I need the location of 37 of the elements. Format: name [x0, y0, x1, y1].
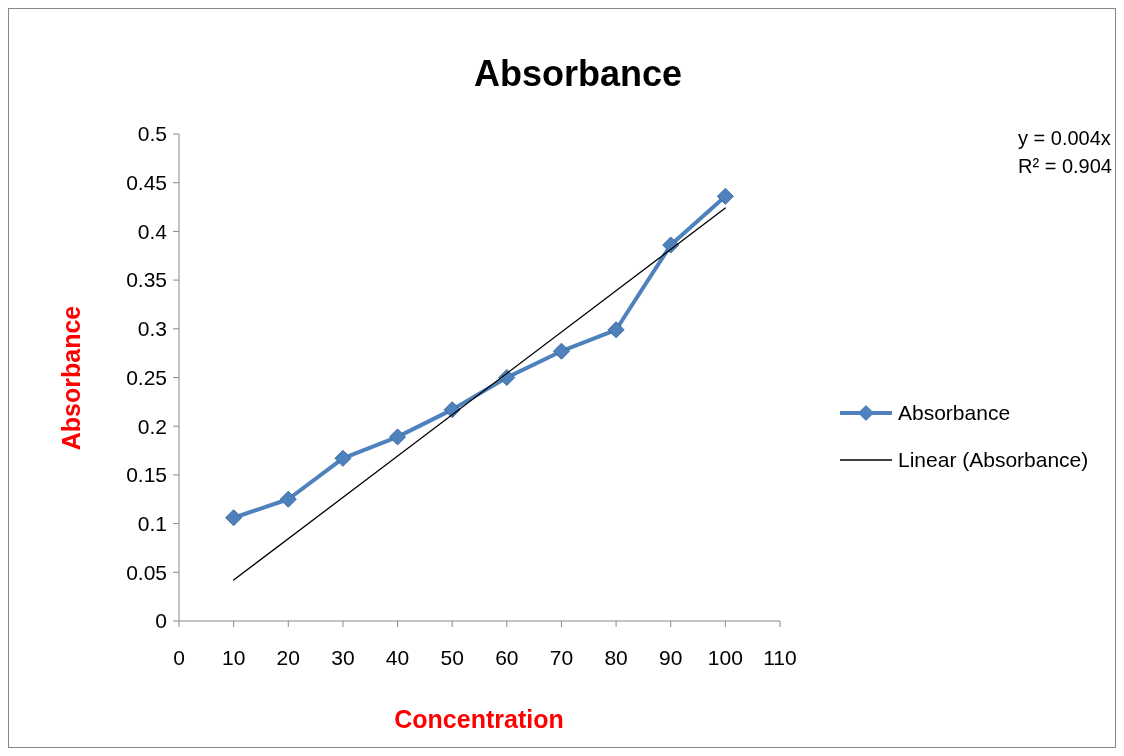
y-tick-label: 0.35 [126, 268, 167, 292]
y-tick-label: 0.5 [137, 122, 167, 146]
x-tick-label: 70 [549, 646, 574, 669]
legend-label: Linear (Absorbance) [898, 448, 1089, 472]
point [607, 321, 625, 339]
y-tick-label: 0.05 [126, 560, 167, 584]
x-tick-label: 10 [221, 646, 246, 669]
point [225, 509, 243, 527]
y-axis-title: Absorbance [57, 305, 85, 451]
point [389, 428, 407, 446]
x-tick-label: 60 [495, 646, 519, 669]
y-tick-label: 0.15 [126, 463, 167, 487]
x-axis-title: Concentration [394, 705, 564, 733]
y-tick-label: 0 [155, 609, 167, 633]
x-tick-label: 80 [604, 646, 628, 669]
chart-title: Absorbance [473, 53, 683, 94]
y-tick-label: 0.45 [126, 171, 167, 195]
text: y = 0.004x [1018, 127, 1111, 149]
x-tick-label: 100 [707, 646, 743, 669]
point [716, 187, 734, 205]
y-tick-label: 0.25 [126, 365, 167, 389]
x-tick-label: 90 [659, 646, 683, 669]
x-tick-label: 0 [173, 646, 185, 669]
text: R² = 0.904 [1018, 155, 1112, 177]
x-tick-label: 20 [276, 646, 300, 669]
x-tick-label: 50 [440, 646, 464, 669]
y-tick-label: 0.1 [137, 511, 167, 535]
point [334, 449, 352, 467]
x-tick-label: 110 [763, 646, 797, 669]
point [279, 490, 297, 508]
x-tick-label: 40 [385, 646, 410, 669]
y-tick-label: 0.4 [137, 219, 168, 243]
x-tick-label: 30 [331, 646, 355, 669]
point [552, 342, 570, 360]
y-tick-label: 0.3 [137, 317, 167, 341]
y-tick-label: 0.2 [137, 414, 167, 438]
legend-label: Absorbance [898, 401, 1011, 425]
